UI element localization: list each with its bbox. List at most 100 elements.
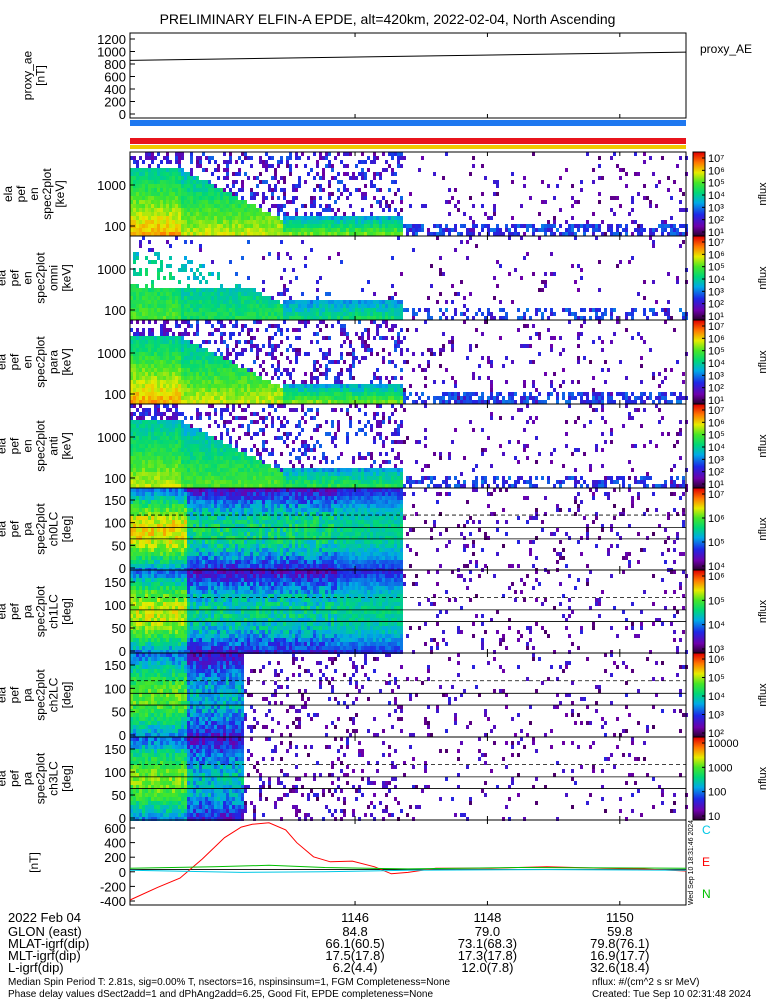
- footer-units: nflux: #/(cm^2 s sr MeV): [592, 977, 700, 988]
- ylabel-line: spec2plot: [34, 336, 48, 388]
- ytick-pa0: 0: [119, 561, 126, 576]
- footer-spin-info: Median Spin Period T: 2.81s, sig=0.00% T…: [8, 977, 451, 988]
- ylabel-line: ela: [0, 438, 9, 454]
- footer-phase-info: Phase delay values dSect2add=1 and dPhAn…: [8, 989, 434, 1000]
- colorbar-tick: 10³: [708, 202, 724, 214]
- ylabel-line: pef: [8, 602, 22, 619]
- ytick-proxy_ae: 800: [104, 57, 126, 72]
- ytick-pa3: 50: [112, 788, 126, 803]
- ytick-pa1: 0: [119, 644, 126, 659]
- colorbar-tick: 10³: [708, 454, 724, 466]
- colorbar-tick: 10⁷: [708, 153, 724, 165]
- spectrogram-spec3: [130, 320, 688, 404]
- ytick-proxy_ae: 200: [104, 95, 126, 110]
- ylabel-line: ch1LC: [47, 594, 61, 629]
- ylabel-line: ela: [0, 687, 9, 703]
- ylabel-pa0: elapefpaspec2plotch0LC[deg]: [0, 503, 74, 555]
- ylabel-line: pef: [8, 437, 22, 454]
- colorbar-tick: 10⁵: [708, 178, 725, 190]
- ylabel-line: pef: [8, 686, 22, 703]
- colorbar-tick: 10⁴: [708, 691, 725, 703]
- colorbar-tick: 10¹: [708, 227, 724, 239]
- ytick-pa1: 100: [104, 598, 126, 613]
- ytick-pa2: 0: [119, 728, 126, 743]
- ylabel-pa2: elapefpaspec2plotch2LC[deg]: [0, 669, 74, 721]
- ytick-spec1: 100: [104, 219, 126, 234]
- ephemeris-value: 73.1(68.3): [458, 936, 517, 951]
- ylabel-line: en: [27, 187, 41, 200]
- colorbar-label: nflux: [757, 517, 769, 541]
- panel-frame-proxy_ae: [129, 32, 687, 119]
- ylabel-line: ela: [0, 521, 9, 537]
- ylabel-line: [nT]: [34, 65, 48, 86]
- colorbar-tick: 10⁴: [708, 190, 725, 202]
- colorbar-label: nflux: [757, 766, 769, 790]
- colorbar-tick: 100: [708, 787, 726, 799]
- ephemeris-value: 16.9(17.7): [590, 948, 649, 963]
- ylabel-line: spec2plot: [34, 585, 48, 637]
- colorbar-tick: 10⁴: [708, 274, 725, 286]
- ylabel-pa3: elapefpaspec2plotch3LC[deg]: [0, 752, 74, 804]
- colorbar-tick: 10⁴: [708, 358, 725, 370]
- ephemeris-name: GLON (east): [8, 924, 82, 939]
- colorbar-label: nflux: [757, 266, 769, 290]
- ephemeris-value: 12.0(7.8): [461, 960, 513, 975]
- ylabel-line: en: [21, 439, 35, 452]
- ytick-mag: 0: [119, 865, 126, 880]
- legend-proxy-ae: proxy_AE: [700, 42, 752, 56]
- colorbar-label: nflux: [757, 350, 769, 374]
- status-bar-red: [130, 138, 686, 144]
- ylabel-line: ela: [1, 186, 15, 202]
- ylabel-line: pa: [21, 772, 35, 786]
- ylabel-line: spec2plot: [40, 168, 54, 220]
- ytick-pa3: 100: [104, 765, 126, 780]
- ephemeris-value: 79.0: [475, 924, 500, 939]
- colorbar-tick: 10³: [708, 286, 724, 298]
- ephemeris-value: 79.8(76.1): [590, 936, 649, 951]
- ylabel-line: pa: [21, 688, 35, 702]
- ephemeris-value: 59.8: [607, 924, 632, 939]
- spectrogram-pa2: [130, 653, 688, 737]
- ytick-mag: -200: [100, 879, 126, 894]
- series-N: [129, 864, 687, 870]
- legend-N: N: [702, 887, 711, 901]
- ytick-pa0: 150: [104, 493, 126, 508]
- ylabel-line: ch0LC: [47, 511, 61, 546]
- plot-title: PRELIMINARY ELFIN-A EPDE, alt=420km, 202…: [159, 11, 616, 27]
- spectrogram-pa0: [130, 488, 688, 572]
- ytick-pa1: 150: [104, 575, 126, 590]
- ylabel-line: pef: [8, 269, 22, 286]
- time-tick-label: 1146: [341, 910, 369, 925]
- colorbar-tick: 10⁷: [708, 321, 724, 333]
- ylabel-line: en: [21, 271, 35, 284]
- colorbar-tick: 10000: [708, 738, 739, 750]
- ytick-spec1: 1000: [97, 178, 126, 193]
- ylabel-line: [keV]: [60, 264, 74, 291]
- spectrogram-pa3: [130, 737, 688, 821]
- colorbar-spec4: [693, 404, 705, 488]
- colorbar-tick: 10²: [708, 299, 724, 311]
- ylabel-line: pa: [21, 522, 35, 536]
- date-label: 2022 Feb 04: [8, 910, 81, 925]
- time-tick-label: 1148: [473, 910, 501, 925]
- ytick-spec2: 1000: [97, 262, 126, 277]
- ylabel-line: proxy_ae: [21, 50, 35, 100]
- ylabel-line: anti: [47, 436, 61, 455]
- ylabel-line: [keV]: [60, 432, 74, 459]
- colorbar-tick: 10⁶: [708, 417, 725, 429]
- colorbar-label: nflux: [757, 182, 769, 206]
- colorbar-tick: 10⁵: [708, 430, 725, 442]
- colorbar-tick: 10⁶: [708, 333, 725, 345]
- ephemeris-name: L-igrf(dip): [8, 960, 64, 975]
- ephemeris-value: 17.3(17.8): [458, 948, 517, 963]
- ylabel-line: pef: [8, 353, 22, 370]
- ylabel-spec2: elapefenspec2plotomni[keV]: [0, 252, 74, 304]
- ytick-pa1: 50: [112, 621, 126, 636]
- ylabel-spec4: elapefenspec2plotanti[keV]: [0, 420, 74, 472]
- colorbar-tick: 10²: [708, 467, 724, 479]
- ylabel-spec3: elapefenspec2plotpara[keV]: [0, 336, 74, 388]
- legend-C: C: [702, 823, 711, 837]
- colorbar-tick: 10¹: [708, 479, 724, 491]
- ephemeris-value: 66.1(60.5): [325, 936, 384, 951]
